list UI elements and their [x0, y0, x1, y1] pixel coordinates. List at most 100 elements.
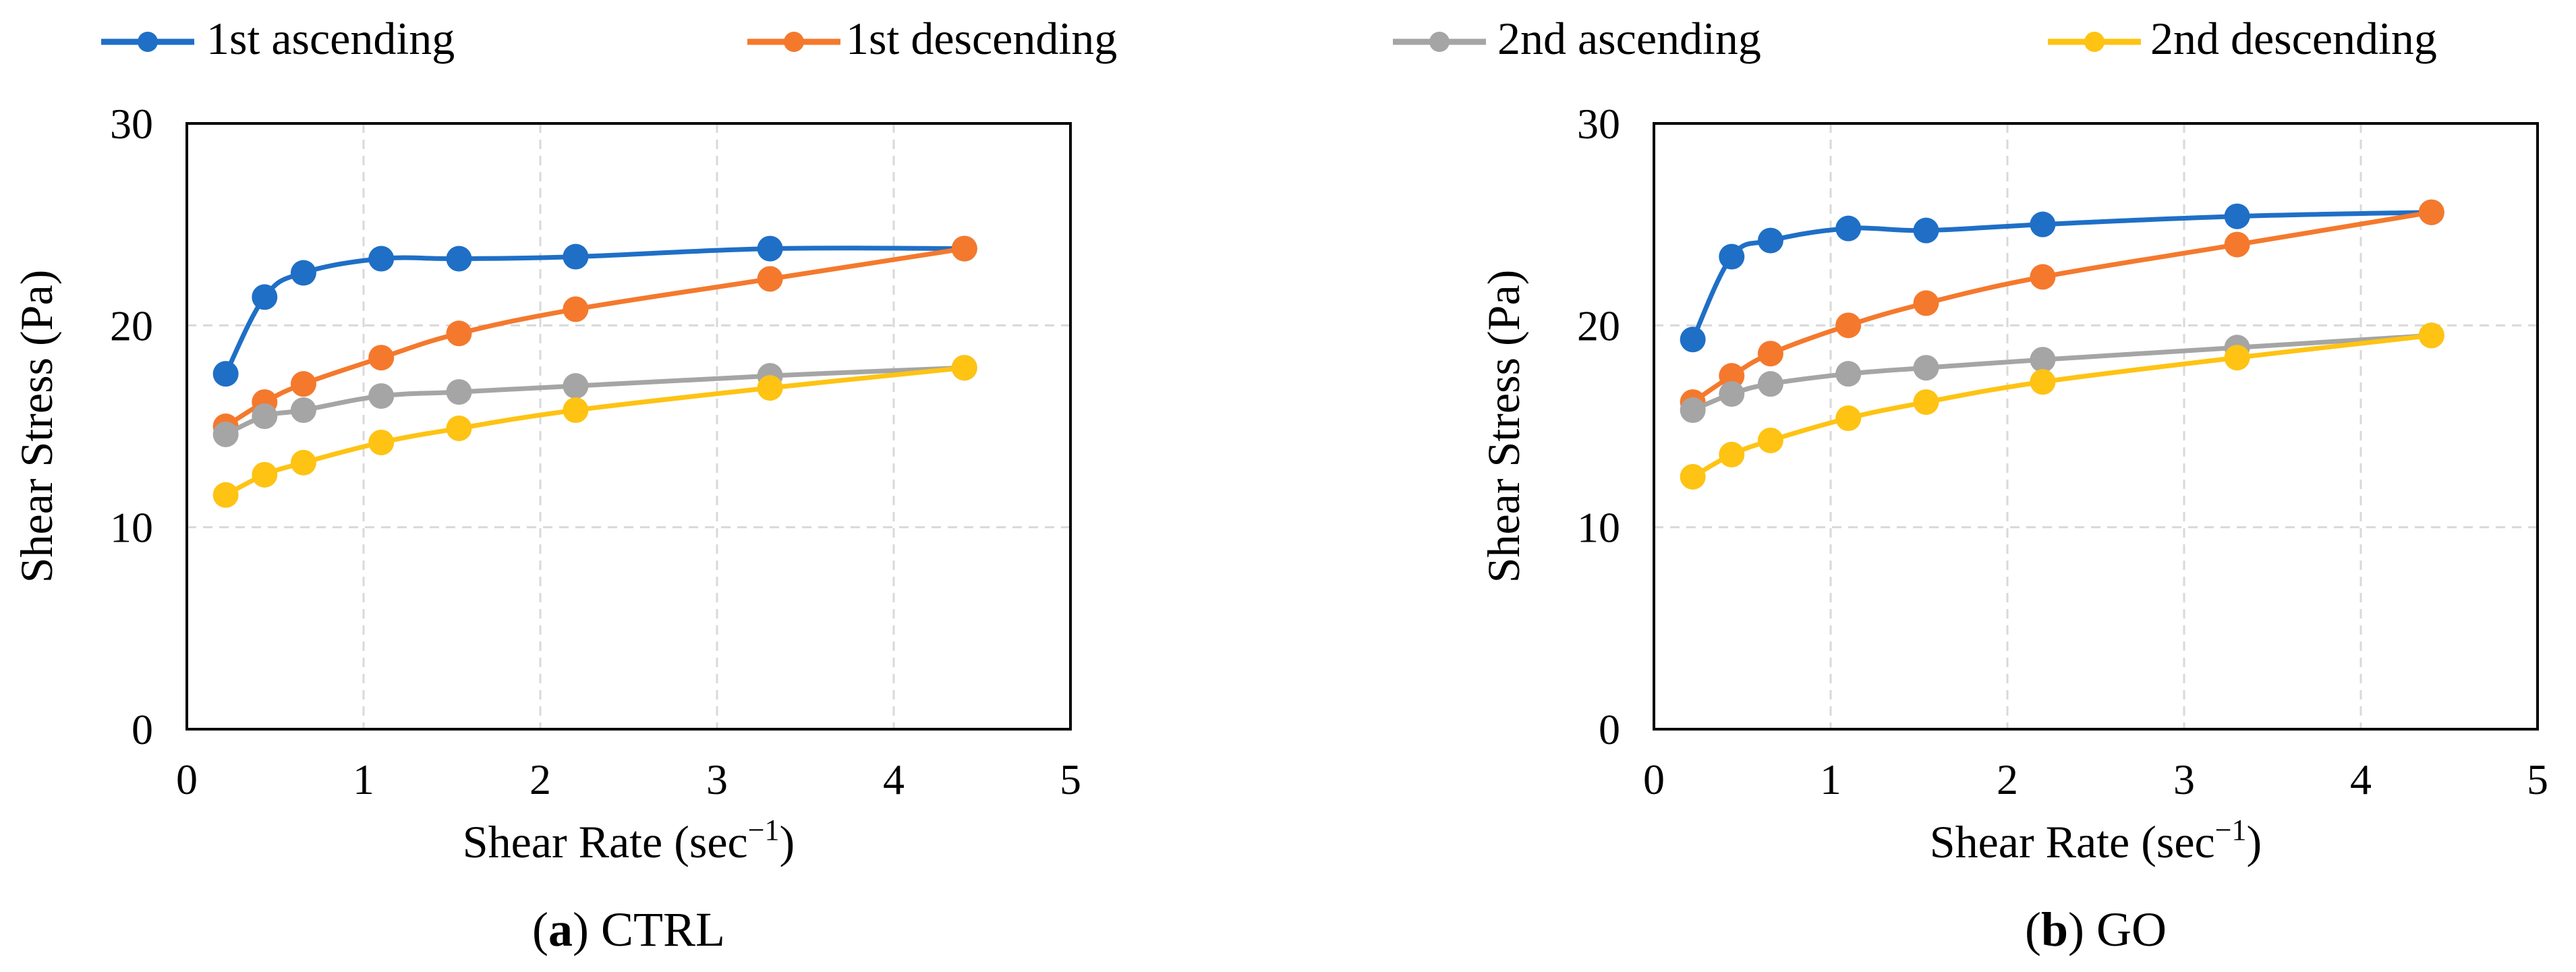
data-point — [290, 397, 316, 424]
data-point — [2418, 322, 2444, 349]
caption: (b) GO — [2025, 903, 2167, 956]
data-point — [2030, 264, 2056, 290]
data-point — [1719, 363, 1745, 389]
data-point — [212, 421, 239, 447]
caption-text: GO — [2084, 903, 2167, 956]
x-axis-label: Shear Rate (sec−1) — [463, 813, 795, 867]
x-tick-label: 0 — [176, 755, 198, 803]
legend-entry-2nd-descending: 2nd descending — [2048, 13, 2437, 64]
y-tick-label: 10 — [1577, 504, 1620, 552]
x-tick-label: 1 — [353, 755, 374, 803]
y-axis-label: Shear Stress (Pa) — [11, 270, 62, 583]
data-point — [2418, 199, 2444, 225]
x-axis-label-text: Shear Rate (sec — [1930, 816, 2215, 867]
chart-a-ctrl: 0 1 2 3 4 5 0 10 20 30 Shear Rate (sec−1) Shear S… — [11, 100, 1081, 956]
x-tick-label: 3 — [706, 755, 728, 803]
data-point — [368, 345, 395, 371]
x-axis-label-superscript: −1 — [2215, 813, 2247, 847]
x-tick-label: 4 — [2350, 755, 2372, 803]
tick-labels: 0 1 2 3 4 5 0 10 20 30 — [110, 100, 1081, 803]
data-point — [290, 260, 316, 286]
legend: 1st ascending 1st descending 2nd ascendi… — [101, 13, 2437, 64]
y-tick-label: 20 — [110, 302, 153, 349]
data-point — [1913, 290, 1939, 316]
x-axis-label: Shear Rate (sec−1) — [1930, 813, 2262, 867]
legend-label: 2nd descending — [2150, 13, 2437, 64]
x-tick-label: 0 — [1643, 755, 1665, 803]
data-point — [1680, 463, 1706, 490]
y-axis-label: Shear Stress (Pa) — [1478, 270, 1529, 583]
x-tick-label: 2 — [529, 755, 551, 803]
series-1st-ascending — [1680, 199, 2444, 353]
legend-swatch-marker — [1429, 32, 1450, 52]
y-tick-label: 0 — [1599, 706, 1620, 753]
data-point — [563, 244, 589, 270]
data-point — [252, 403, 278, 430]
data-point — [757, 375, 783, 401]
data-point — [252, 461, 278, 488]
data-point — [1913, 389, 1939, 416]
data-point — [1757, 341, 1783, 367]
plot-frame — [1653, 122, 2539, 731]
series-1st-ascending — [212, 235, 977, 387]
data-point — [1835, 215, 1862, 241]
data-point — [252, 284, 278, 310]
series-2nd-ascending — [212, 355, 977, 447]
chart-b-go: 0 1 2 3 4 5 0 10 20 30 Shear Rate (sec−1) Shear S… — [1478, 100, 2548, 956]
data-point — [2030, 369, 2056, 395]
data-point — [1835, 312, 1862, 339]
series-line — [224, 246, 965, 428]
data-point — [290, 449, 316, 476]
x-tick-label: 5 — [2527, 755, 2548, 803]
y-tick-label: 10 — [110, 504, 153, 552]
series-line — [224, 365, 965, 497]
legend-entry-1st-ascending: 1st ascending — [101, 13, 455, 64]
data-point — [2224, 203, 2250, 229]
series-layer — [212, 235, 977, 508]
x-tick-label: 2 — [1997, 755, 2018, 803]
legend-swatch-marker — [2084, 32, 2105, 52]
caption: (a) CTRL — [532, 903, 725, 956]
data-point — [1835, 405, 1862, 432]
data-point — [951, 235, 977, 262]
legend-entry-1st-descending: 1st descending — [747, 13, 1117, 64]
y-tick-label: 20 — [1577, 302, 1620, 349]
data-point — [563, 397, 589, 424]
x-axis-label-text: Shear Rate (sec — [463, 816, 748, 867]
data-point — [446, 320, 472, 347]
data-point — [368, 383, 395, 409]
series-2nd-descending — [1680, 322, 2444, 490]
caption-letter: b — [2041, 903, 2068, 956]
legend-label: 1st descending — [846, 13, 1117, 64]
series-layer — [1680, 199, 2444, 490]
data-point — [446, 246, 472, 272]
series-line — [1692, 333, 2432, 413]
legend-entry-2nd-ascending: 2nd ascending — [1393, 13, 1761, 64]
data-point — [212, 482, 239, 508]
data-point — [2224, 345, 2250, 371]
data-point — [1835, 361, 1862, 387]
data-point — [563, 296, 589, 322]
series-2nd-ascending — [1680, 322, 2444, 424]
data-point — [757, 235, 783, 262]
data-point — [1913, 355, 1939, 381]
x-axis-label-close: ) — [780, 816, 795, 867]
tick-labels: 0 1 2 3 4 5 0 10 20 30 — [1577, 100, 2548, 803]
caption-text: CTRL — [589, 903, 725, 956]
data-point — [2224, 231, 2250, 258]
legend-label: 1st ascending — [206, 13, 455, 64]
data-point — [1757, 371, 1783, 397]
data-point — [1757, 227, 1783, 254]
data-point — [368, 246, 395, 272]
data-point — [1913, 217, 1939, 244]
data-point — [1757, 427, 1783, 453]
data-point — [446, 415, 472, 441]
data-point — [290, 371, 316, 397]
data-point — [212, 361, 239, 387]
data-point — [563, 373, 589, 399]
gridlines — [187, 123, 1070, 729]
data-point — [368, 429, 395, 455]
caption-letter: a — [548, 903, 573, 956]
series-line — [1691, 210, 2432, 405]
